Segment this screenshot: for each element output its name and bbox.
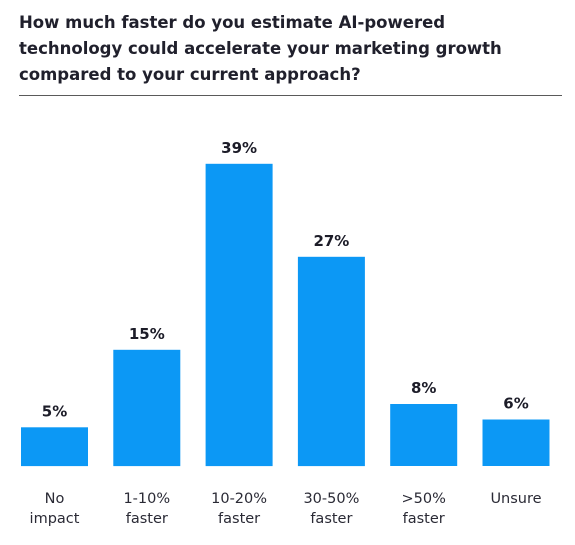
- bar-2: [205, 163, 273, 467]
- bar-value-label-4: 8%: [411, 379, 436, 397]
- bar-value-label-2: 39%: [221, 139, 257, 157]
- category-label-1: 1-10% faster: [123, 491, 170, 527]
- bar-0: [21, 427, 88, 467]
- title-line-1: How much faster do you estimate AI-power…: [19, 13, 446, 32]
- category-label-3-line-1: faster: [310, 511, 352, 527]
- chart-title: How much faster do you estimate AI-power…: [19, 10, 559, 88]
- bar-5: [482, 419, 550, 466]
- title-line-3: compared to your current approach?: [19, 65, 361, 84]
- title-divider: [19, 95, 562, 96]
- category-label-4: >50% faster: [402, 491, 446, 527]
- category-label-2-line-0: 10-20%: [211, 491, 267, 507]
- category-label-1-line-0: 1-10%: [123, 491, 170, 507]
- category-label-0-line-0: No: [45, 491, 65, 507]
- category-label-4-line-1: faster: [403, 511, 445, 527]
- bar-value-label-1: 15%: [129, 325, 165, 343]
- category-label-5-line-0: Unsure: [490, 491, 541, 507]
- bar-value-label-3: 27%: [313, 232, 349, 250]
- category-label-5: Unsure: [490, 491, 541, 507]
- category-label-2: 10-20% faster: [211, 491, 267, 527]
- bar-value-label-0: 5%: [42, 402, 67, 420]
- bar-1: [113, 349, 181, 467]
- category-label-3: 30-50% faster: [303, 491, 359, 527]
- bar-value-label-5: 6%: [503, 395, 528, 413]
- category-label-1-line-1: faster: [126, 511, 168, 527]
- category-label-0: No impact: [30, 491, 80, 527]
- bar-3: [297, 256, 365, 467]
- category-label-0-line-1: impact: [30, 511, 80, 527]
- title-line-2: technology could accelerate your marketi…: [19, 39, 502, 58]
- category-label-4-line-0: >50%: [402, 491, 446, 507]
- bar-4: [390, 404, 458, 466]
- category-label-2-line-1: faster: [218, 511, 260, 527]
- category-label-3-line-0: 30-50%: [303, 491, 359, 507]
